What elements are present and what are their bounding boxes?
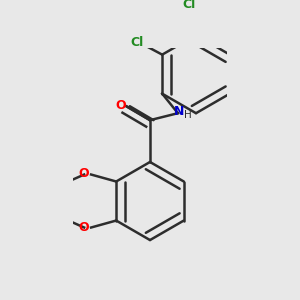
Text: Cl: Cl [182,0,196,11]
Text: O: O [78,221,89,234]
Text: O: O [116,99,126,112]
Text: N: N [173,105,184,118]
Text: H: H [184,110,192,120]
Text: O: O [78,167,89,180]
Text: Cl: Cl [130,36,144,49]
